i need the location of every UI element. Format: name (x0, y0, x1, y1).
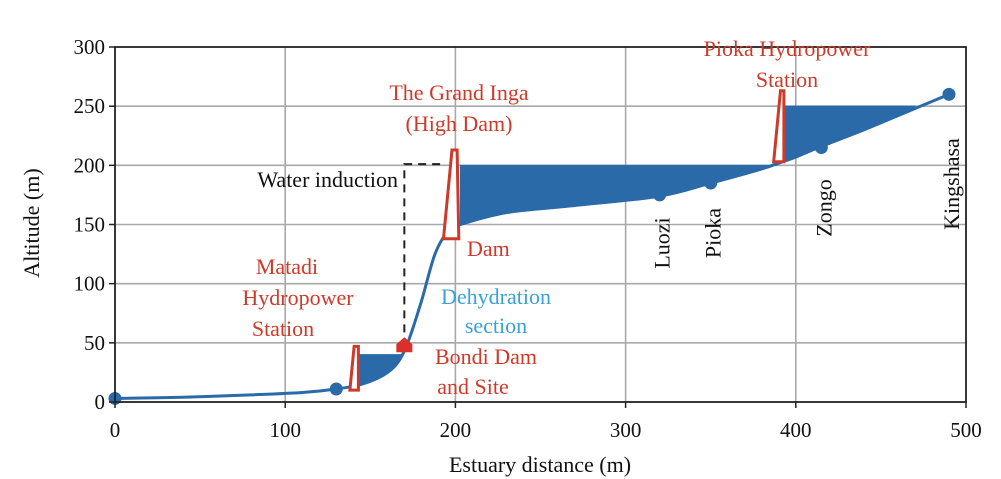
station-marker-2 (329, 382, 343, 396)
y-tick-label-200: 200 (74, 153, 106, 177)
chart-marks: Luozi Pioka Zongo Kingshasa (108, 87, 964, 405)
station-marker-kingshasa (942, 87, 956, 101)
station-label-luozi: Luozi (650, 217, 675, 268)
x-tick-label-200: 200 (440, 418, 472, 442)
y-tick-label-0: 0 (95, 390, 106, 414)
grand-inga-label: The Grand Inga (High Dam) (389, 80, 529, 136)
station-marker-pioka (704, 176, 718, 190)
y-tick-label-100: 100 (74, 272, 106, 296)
station-label-zongo: Zongo (811, 179, 836, 236)
station-marker-zongo (814, 141, 828, 155)
water-induction-line (403, 163, 442, 347)
grand-inga-label-line-1: The Grand Inga (389, 80, 529, 105)
y-tick-label-50: 50 (84, 331, 105, 355)
bondi-site-marker (396, 337, 413, 353)
pioka-station-label-line-2: Station (756, 67, 818, 92)
reservoir-area-1 (357, 354, 402, 386)
y-tick-label-300: 300 (74, 35, 106, 59)
station-label-kingshasa: Kingshasa (939, 138, 964, 230)
matadi-label-line-3: Station (252, 316, 314, 341)
y-axis-label: Altitude (m) (19, 168, 44, 277)
matadi-label-line-2: Hydropower (242, 285, 354, 310)
matadi-label-line-1: Matadi (256, 254, 318, 279)
pioka-station-label-line-1: Pioka Hydropower (704, 36, 871, 61)
axes: 0 100 200 300 400 500 0 50 100 150 200 250 300 (74, 35, 982, 442)
pioka-station-label: Pioka Hydropower Station (704, 36, 871, 92)
reservoir-area-2 (460, 162, 778, 226)
bondi-label: Bondi Dam and Site (435, 344, 537, 399)
dam-1 (348, 344, 360, 392)
dehydration-label: Dehydration section (441, 284, 551, 338)
water-induction-label: Water induction (257, 167, 398, 192)
dam-3 (772, 89, 786, 164)
x-tick-label-400: 400 (780, 418, 812, 442)
y-tick-label-250: 250 (74, 94, 106, 118)
x-tick-label-0: 0 (110, 418, 121, 442)
matadi-label: Matadi Hydropower Station (242, 254, 354, 341)
station-marker-luozi (653, 188, 667, 202)
bondi-label-line-2: and Site (437, 374, 509, 399)
x-axis-label: Estuary distance (m) (449, 452, 631, 477)
y-tick-label-150: 150 (74, 213, 106, 237)
grid (115, 47, 966, 402)
dam-label: Dam (467, 236, 510, 261)
bondi-label-line-1: Bondi Dam (435, 344, 537, 369)
x-tick-label-100: 100 (269, 418, 301, 442)
grand-inga-label-line-2: (High Dam) (406, 111, 513, 136)
x-tick-label-300: 300 (610, 418, 642, 442)
dehydration-label-line-1: Dehydration (441, 284, 551, 309)
x-tick-label-500: 500 (950, 418, 982, 442)
dehydration-label-line-2: section (465, 313, 527, 338)
dam-2 (441, 148, 461, 241)
station-label-pioka: Pioka (701, 208, 726, 258)
